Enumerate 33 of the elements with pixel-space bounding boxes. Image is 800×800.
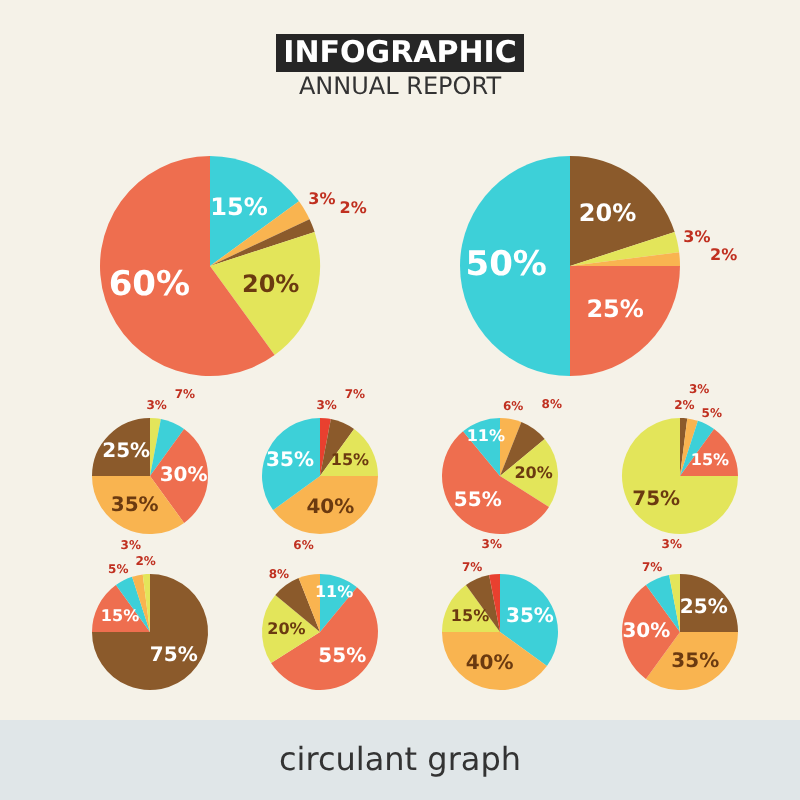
- chart-subtitle: ANNUAL REPORT: [296, 72, 504, 100]
- data-label: 20%: [578, 198, 637, 227]
- data-label: 35%: [266, 449, 314, 472]
- data-label: 60%: [108, 264, 191, 305]
- data-label: 2%: [339, 199, 367, 218]
- data-label: 55%: [453, 490, 502, 513]
- data-label: 3%: [308, 189, 336, 208]
- data-label: 3%: [683, 227, 711, 246]
- data-label: 25%: [586, 295, 644, 324]
- data-label: 15%: [100, 606, 140, 625]
- data-label: 35%: [110, 495, 159, 518]
- data-label: 15%: [450, 606, 490, 625]
- chart-title: INFOGRAPHIC: [275, 34, 525, 72]
- data-label: 15%: [210, 193, 268, 222]
- data-label: 25%: [679, 597, 728, 620]
- data-label: 30%: [159, 465, 208, 488]
- text: circulant graph: [279, 740, 521, 778]
- data-label: 15%: [690, 450, 730, 469]
- data-label: 35%: [506, 605, 554, 628]
- data-label: 20%: [241, 269, 300, 298]
- data-label: 20%: [267, 620, 306, 639]
- data-label: 55%: [318, 646, 367, 669]
- data-label: 40%: [465, 653, 514, 676]
- data-label: 50%: [465, 244, 547, 285]
- data-label: 20%: [514, 464, 553, 483]
- data-label: 75%: [632, 488, 681, 511]
- data-label: 15%: [330, 450, 370, 469]
- data-label: 2%: [710, 246, 738, 265]
- data-label: 30%: [622, 621, 671, 644]
- data-label: 35%: [671, 651, 720, 674]
- data-label: 75%: [149, 644, 198, 667]
- data-label: 25%: [102, 441, 151, 464]
- data-label: 40%: [306, 497, 355, 520]
